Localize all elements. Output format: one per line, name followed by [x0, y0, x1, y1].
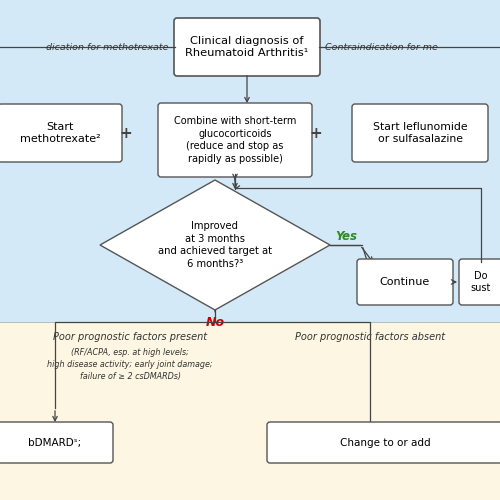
Text: Clinical diagnosis of
Rheumatoid Arthritis¹: Clinical diagnosis of Rheumatoid Arthrit…: [186, 36, 308, 58]
FancyBboxPatch shape: [267, 422, 500, 463]
Text: Poor prognostic factors present: Poor prognostic factors present: [53, 332, 207, 342]
Polygon shape: [100, 180, 330, 310]
Text: Start leflunomide
or sulfasalazine: Start leflunomide or sulfasalazine: [372, 122, 468, 144]
Text: bDMARDˢ;: bDMARDˢ;: [28, 438, 82, 448]
FancyBboxPatch shape: [0, 104, 122, 162]
FancyBboxPatch shape: [0, 422, 113, 463]
FancyBboxPatch shape: [174, 18, 320, 76]
Text: Poor prognostic factors absent: Poor prognostic factors absent: [295, 332, 445, 342]
Text: Yes: Yes: [335, 230, 357, 243]
Text: Continue: Continue: [380, 277, 430, 287]
Text: dication for methotrexate: dication for methotrexate: [46, 42, 169, 51]
FancyBboxPatch shape: [158, 103, 312, 177]
Text: +: +: [310, 126, 322, 140]
FancyBboxPatch shape: [352, 104, 488, 162]
Text: No: No: [206, 316, 225, 328]
Text: Do
sust: Do sust: [471, 271, 491, 293]
Bar: [0, 322, 500, 500]
Text: (RF/ACPA, esp. at high levels;
high disease activity; early joint damage;
failur: (RF/ACPA, esp. at high levels; high dise…: [47, 348, 213, 380]
Text: Improved
at 3 months
and achieved target at
6 months?³: Improved at 3 months and achieved target…: [158, 221, 272, 269]
FancyBboxPatch shape: [357, 259, 453, 305]
Bar: [0, 0, 500, 322]
Text: Change to or add: Change to or add: [340, 438, 430, 448]
Text: Contraindication for me: Contraindication for me: [325, 42, 438, 51]
Text: Start
methotrexate²: Start methotrexate²: [20, 122, 100, 144]
FancyBboxPatch shape: [459, 259, 500, 305]
Text: +: +: [120, 126, 132, 140]
Text: Combine with short-term
glucocorticoids
(reduce and stop as
rapidly as possible): Combine with short-term glucocorticoids …: [174, 116, 296, 164]
